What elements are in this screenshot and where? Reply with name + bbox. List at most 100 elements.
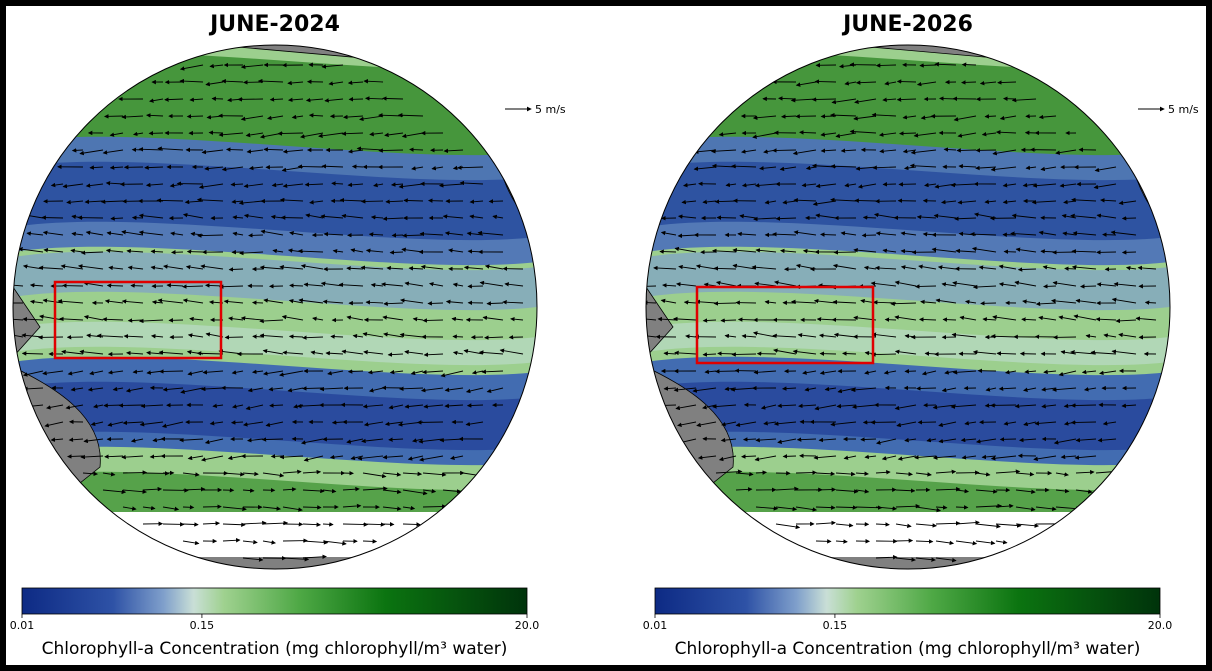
wind-arrow <box>695 264 717 270</box>
wind-arrow <box>990 455 1017 461</box>
wind-arrow <box>228 267 244 272</box>
wind-arrow <box>150 333 164 339</box>
wind-arrow <box>209 63 224 69</box>
wind-arrow <box>855 471 869 476</box>
wind-arrow <box>759 166 777 171</box>
wind-arrow <box>248 165 264 171</box>
wind-arrow <box>365 96 384 101</box>
wind-arrow <box>878 132 897 137</box>
wind-arrow <box>695 299 717 305</box>
wind-arrow <box>755 437 777 443</box>
wind-arrow <box>96 333 124 339</box>
wind-arrow <box>972 349 997 355</box>
wind-arrow <box>198 183 224 190</box>
wind-arrow <box>702 199 717 205</box>
wind-arrow <box>1096 282 1117 287</box>
wind-arrow <box>382 454 404 460</box>
wind-arrow <box>322 299 344 304</box>
wind-arrow <box>1040 166 1057 172</box>
wind-arrow <box>772 231 797 237</box>
wind-arrow <box>844 182 857 188</box>
wind-arrow <box>429 281 444 287</box>
colorbar-tick-label: 20.0 <box>515 619 540 632</box>
wind-arrow <box>126 248 144 254</box>
wind-arrow <box>998 386 1017 391</box>
wind-arrow <box>832 263 857 270</box>
region-box <box>53 280 223 360</box>
wind-arrow <box>662 283 677 288</box>
wind-arrow <box>755 470 768 475</box>
wind-arrow <box>132 369 144 374</box>
wind-arrow <box>909 163 937 168</box>
wind-arrow <box>1070 420 1097 425</box>
wind-arrow <box>389 250 404 255</box>
wind-arrow <box>964 421 977 426</box>
wind-arrow <box>363 79 384 84</box>
wind-arrow <box>1071 197 1097 203</box>
wind-arrow <box>302 335 324 340</box>
wind-arrow <box>346 438 364 444</box>
wind-arrow <box>779 166 797 172</box>
wind-arrow <box>978 265 997 270</box>
wind-arrow <box>71 231 84 237</box>
wind-arrow <box>959 315 977 321</box>
wind-arrow <box>1015 489 1036 494</box>
wind-arrow <box>102 489 127 495</box>
wind-arrow <box>753 216 777 222</box>
wind-arrow <box>179 64 204 71</box>
wind-arrow <box>1011 213 1037 219</box>
wind-arrow <box>678 264 697 270</box>
wind-arrow <box>80 454 104 460</box>
wind-arrow <box>813 455 837 460</box>
wind-arrow <box>243 183 264 189</box>
wind-arrow <box>142 486 163 492</box>
wind-arrow <box>874 265 897 271</box>
wind-arrow <box>985 387 997 392</box>
wind-arrow <box>938 438 957 444</box>
wind-arrow <box>381 282 404 287</box>
wind-arrow <box>146 113 164 118</box>
wind-arrow <box>674 350 697 356</box>
wind-arrow <box>42 230 64 236</box>
wind-arrow <box>820 132 837 137</box>
wind-arrow <box>320 214 344 219</box>
wind-arrow <box>696 421 717 428</box>
wind-arrow <box>121 454 144 460</box>
wind-arrow <box>243 421 264 427</box>
wind-arrow <box>510 316 524 322</box>
wind-arrow <box>741 333 757 339</box>
wind-arrow <box>1075 437 1097 443</box>
wind-arrow <box>1022 299 1037 304</box>
wind-arrow <box>673 387 697 393</box>
wind-arrow <box>342 503 362 509</box>
wind-arrow <box>1041 404 1057 409</box>
wind-arrow <box>156 198 184 203</box>
wind-arrow <box>1053 438 1077 445</box>
wind-arrow <box>387 352 404 357</box>
wind-arrow <box>41 215 64 220</box>
wind-arrow <box>121 299 144 304</box>
wind-arrow <box>457 165 484 170</box>
wind-arrow <box>1093 183 1117 190</box>
wind-arrow <box>79 149 104 156</box>
wind-arrow <box>246 149 264 154</box>
wind-arrow <box>702 318 717 323</box>
quiver-key-label: 5 m/s <box>535 103 566 116</box>
wind-arrow <box>482 315 504 321</box>
wind-arrow <box>875 63 897 68</box>
wind-arrow <box>469 214 484 219</box>
wind-arrow <box>815 520 836 526</box>
wind-arrow <box>731 163 757 169</box>
wind-arrow <box>752 115 777 120</box>
wind-arrow <box>38 265 64 270</box>
wind-arrow <box>382 489 402 495</box>
wind-arrow <box>282 350 304 355</box>
wind-arrow <box>164 97 184 102</box>
wind-arrow <box>368 232 384 237</box>
wind-arrow <box>830 421 857 427</box>
wind-arrow <box>402 505 416 511</box>
wind-arrow <box>735 421 757 428</box>
wind-arrow <box>811 97 837 102</box>
wind-arrow <box>259 318 284 324</box>
wind-arrow <box>182 522 199 527</box>
